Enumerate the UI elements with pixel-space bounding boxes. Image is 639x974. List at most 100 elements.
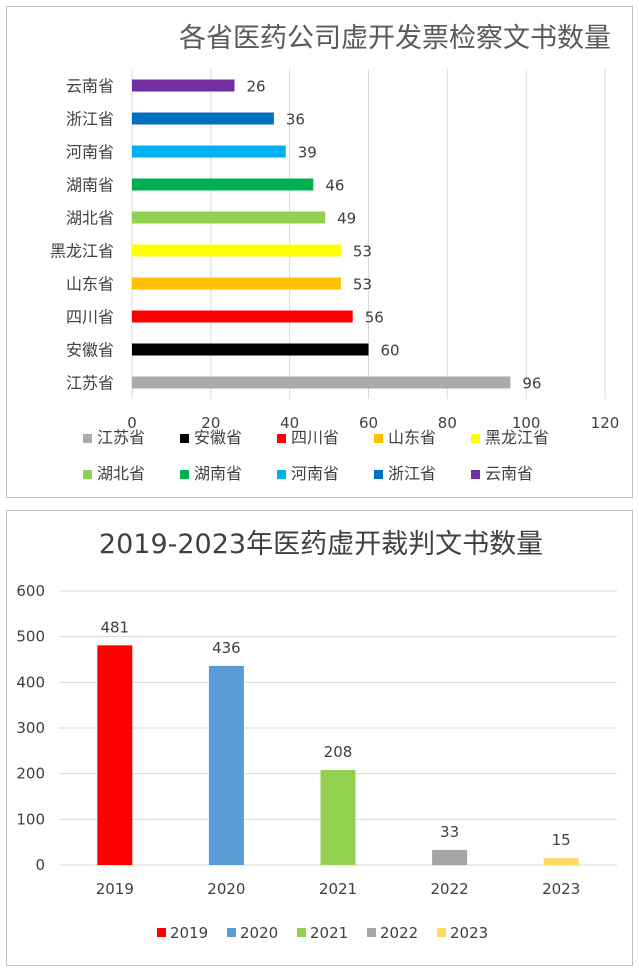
legend-swatch — [374, 470, 383, 479]
legend-label: 2022 — [380, 924, 418, 942]
bar-黑龙江省 — [132, 244, 341, 257]
legend-label: 湖南省 — [194, 464, 242, 483]
legend-swatch — [83, 434, 92, 443]
bar-2021 — [320, 770, 356, 865]
y-axis-tick-label: 0 — [35, 856, 45, 874]
bar-江苏省 — [132, 376, 511, 389]
data-label: 46 — [325, 177, 344, 195]
legend-label: 湖北省 — [97, 464, 145, 483]
bar-湖北省 — [132, 211, 326, 224]
y-axis-label: 云南省 — [66, 77, 114, 96]
y-axis-label: 湖南省 — [66, 176, 114, 195]
legend-label: 2019 — [170, 924, 208, 942]
provinces-bar-chart: 各省医药公司虚开发票检察文书数量 云南省浙江省河南省湖南省湖北省黑龙江省山东省四… — [50, 23, 619, 483]
data-label: 36 — [286, 111, 305, 129]
data-label: 60 — [381, 342, 400, 360]
y-axis-label: 黑龙江省 — [50, 242, 114, 261]
legend-swatch — [277, 470, 286, 479]
legend-label: 江苏省 — [97, 428, 145, 447]
legend-label: 2020 — [240, 924, 278, 942]
y-axis-label: 湖北省 — [66, 209, 114, 228]
y-axis-tick-label: 100 — [16, 810, 45, 828]
data-label: 53 — [353, 276, 372, 294]
data-label: 481 — [100, 618, 129, 636]
bar-湖南省 — [132, 178, 314, 191]
bar-云南省 — [132, 79, 235, 92]
x-axis-tick-labels: 0 20 40 60 80 100 120 — [127, 414, 619, 432]
bar-2022 — [432, 849, 468, 865]
y-axis-tick-label: 500 — [16, 628, 45, 646]
legend-label: 山东省 — [388, 428, 436, 447]
legend-swatch — [180, 470, 189, 479]
legend-swatch — [180, 434, 189, 443]
x-axis-label: 2020 — [207, 880, 245, 898]
legend-label: 四川省 — [291, 428, 339, 447]
bar-河南省 — [132, 145, 286, 158]
years-chart-panel: 2019-2023年医药虚开裁判文书数量 0 100 200 300 400 500 600… — [6, 510, 633, 966]
y-axis-tick-label: 300 — [16, 719, 45, 737]
bar-浙江省 — [132, 112, 274, 125]
y-axis-label: 山东省 — [66, 275, 114, 294]
data-labels: 481 436 208 33 15 — [100, 618, 570, 849]
y-axis-label: 安徽省 — [66, 341, 114, 360]
y-axis-tick-label: 600 — [16, 582, 45, 600]
legend-label: 黑龙江省 — [485, 428, 549, 447]
data-label: 33 — [440, 823, 459, 841]
legend-label: 2021 — [310, 924, 348, 942]
legend-swatch — [277, 434, 286, 443]
bars — [132, 79, 511, 389]
x-axis-label: 2019 — [96, 880, 134, 898]
x-axis-label: 2022 — [431, 880, 469, 898]
data-label: 56 — [365, 309, 384, 327]
chart-title: 2019-2023年医药虚开裁判文书数量 — [99, 529, 543, 560]
bar-2020 — [208, 665, 244, 865]
y-axis-tick-label: 400 — [16, 673, 45, 691]
provinces-chart-panel: 各省医药公司虚开发票检察文书数量 云南省 浙江省 河南省 湖南省 湖北省 黑龙江省 山东省四… — [6, 6, 633, 498]
y-axis-label: 四川省 — [66, 308, 114, 327]
legend-label: 浙江省 — [388, 464, 436, 483]
legend-swatch — [471, 470, 480, 479]
legend-label: 云南省 — [485, 464, 533, 483]
data-label: 39 — [298, 144, 317, 162]
legend-swatch — [367, 928, 376, 937]
data-labels: 26 36 39 46 49 53 53 56 60 96 — [246, 78, 541, 393]
legend-swatch — [374, 434, 383, 443]
x-axis-tick-label: 80 — [438, 414, 457, 432]
bar-山东省 — [132, 277, 341, 290]
chart-title: 各省医药公司虚开发票检察文书数量 — [179, 23, 611, 54]
bar-四川省 — [132, 310, 353, 323]
data-label: 15 — [552, 831, 571, 849]
years-bar-chart: 2019-2023年医药虚开裁判文书数量 0 100 200 300 400 500 600… — [16, 529, 617, 942]
x-axis-tick-label: 20 — [201, 414, 220, 432]
data-label: 208 — [324, 743, 353, 761]
x-axis-tick-label: 120 — [591, 414, 620, 432]
data-label: 49 — [337, 210, 356, 228]
legend-swatch — [227, 928, 236, 937]
bar-2023 — [543, 858, 579, 865]
bars — [97, 645, 579, 865]
legend-label: 安徽省 — [194, 428, 242, 447]
x-axis-tick-label: 0 — [127, 414, 137, 432]
x-axis-tick-label: 60 — [359, 414, 378, 432]
bar-安徽省 — [132, 343, 369, 356]
legend-swatch — [437, 928, 446, 937]
data-label: 96 — [522, 375, 541, 393]
y-axis-tick-label: 200 — [16, 765, 45, 783]
y-axis-tick-labels: 0 100 200 300 400 500 600 — [16, 582, 45, 874]
x-axis-tick-label: 40 — [280, 414, 299, 432]
legend: 2019 2020 2021 2022 2023 — [157, 924, 488, 942]
legend-swatch — [83, 470, 92, 479]
legend-label: 2023 — [450, 924, 488, 942]
x-axis-label: 2021 — [319, 880, 357, 898]
data-label: 26 — [246, 78, 265, 96]
legend-swatch — [297, 928, 306, 937]
legend-swatch — [157, 928, 166, 937]
bar-2019 — [97, 645, 133, 865]
legend-swatch — [471, 434, 480, 443]
legend-label: 河南省 — [291, 464, 339, 483]
x-axis-labels: 2019 2020 2021 2022 2023 — [96, 880, 581, 898]
y-axis-label: 江苏省 — [66, 374, 114, 393]
data-label: 436 — [212, 639, 241, 657]
